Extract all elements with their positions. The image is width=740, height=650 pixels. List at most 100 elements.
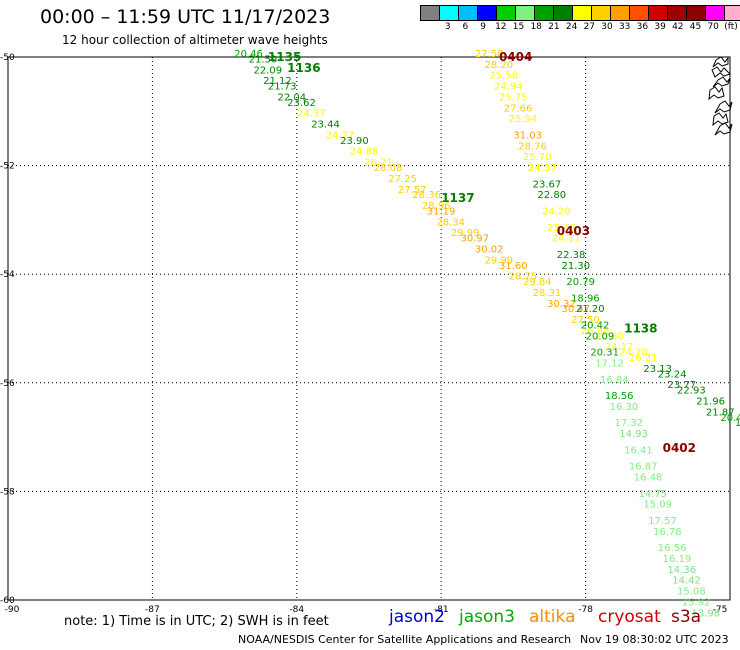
coastline [712,112,729,127]
coastline [712,76,731,88]
page-title: 00:00 – 11:59 UTC 11/17/2023 [40,6,331,28]
wave-height-value: 17.12 [595,359,624,370]
map-frame [7,56,731,601]
pass-id-label: 1135 [268,50,301,64]
wave-height-value: 30.47 [562,304,591,315]
x-tick-label: -84 [289,605,304,615]
wave-height-value: 16.78 [653,527,682,538]
credit-line: NOAA/NESDIS Center for Satellite Applica… [238,633,572,646]
wave-height-value: 22.04 [278,92,307,103]
legend-label: 33 [618,22,631,32]
wave-height-value: 14.42 [672,576,701,587]
x-tick-label: -87 [145,605,160,615]
wave-height-value: 22.80 [537,190,566,201]
generated-timestamp: Nov 19 08:30:02 UTC 2023 [580,633,729,646]
legend-label: 30 [601,22,613,32]
wave-height-value: 21.20 [576,304,605,315]
legend-label: 24 [565,22,578,32]
color-legend [420,5,740,21]
legend-label: 15 [512,22,525,32]
wave-height-value: 24.70 [619,348,648,359]
wave-height-value: 23.24 [658,369,687,380]
wave-height-value: 30.32 [547,299,576,310]
wave-height-value: 20.46 [234,49,263,60]
wave-height-value: 23.77 [667,380,696,391]
satellite-name: jason2 [389,607,445,627]
wave-height-value: 28.36 [412,190,441,201]
wave-height-value: 28.96 [422,201,451,212]
wave-height-value: 24.88 [350,147,379,158]
wave-height-value: 22.09 [253,65,282,76]
wave-height-value: 31.03 [513,130,542,141]
legend-label: 70 [707,22,719,32]
wave-height-value: 16.41 [624,445,653,456]
page-subtitle: 12 hour collection of altimeter wave hei… [62,33,328,47]
wave-height-value: 26.88 [581,326,610,337]
legend-label: 42 [672,22,684,32]
wave-height-value: 23.90 [340,136,369,147]
wave-height-value: 28.20 [485,60,514,71]
y-tick-label: -54 [0,270,15,280]
wave-height-value: 29.99 [451,228,480,239]
coastline [714,100,733,114]
y-tick-label: -56 [0,379,15,389]
wave-height-value: 21.30 [562,261,591,272]
wave-height-value: 23.67 [533,179,562,190]
wave-height-value: 31.19 [427,206,456,217]
wave-height-value: 15.08 [677,587,706,598]
pass-id-label: 0403 [557,224,590,238]
wave-height-value: 20.42 [581,321,610,332]
satellite-name: cryosat [598,607,661,627]
pass-id-label: 1138 [624,322,657,336]
wave-height-value: 16.30 [610,402,639,413]
x-tick-label: -81 [434,605,449,615]
legend-label: 12 [495,22,507,32]
wave-height-value: 26.21 [629,353,658,364]
wave-height-value: 21.12 [263,76,292,87]
wave-height-value: 18.56 [605,391,634,402]
x-tick-label: -78 [578,605,593,615]
legend-label: 9 [480,22,486,32]
wave-height-value: 21.96 [696,397,725,408]
wave-height-value: 16.19 [663,554,692,565]
wave-height-value: 15.92 [682,597,711,608]
wave-height-value: 16.84 [600,375,629,386]
wave-height-value: 27.25 [388,174,417,185]
wave-height-value: 20.79 [566,277,595,288]
wave-height-value: 30.97 [460,234,489,245]
wave-height-value: 14.36 [667,565,696,576]
wave-height-value: 28.75 [509,272,538,283]
wave-height-value: 24.17 [605,342,634,353]
wave-height-value: 24.20 [542,206,571,217]
wave-height-value: 18.50 [735,418,740,429]
wave-height-value: 30.02 [475,244,504,255]
wave-height-value: 17.57 [648,516,677,527]
y-tick-label: -52 [0,162,15,172]
wave-height-value: 26.30 [595,331,624,342]
wave-height-value: 13.98 [691,608,720,619]
legend-label: 27 [583,22,596,32]
wave-height-value: 24.94 [494,82,523,93]
wave-height-value: 24.27 [326,130,355,141]
wave-height-value: 20.09 [586,331,615,342]
satellite-name: s3a [671,607,702,627]
satellite-name: jason3 [459,607,515,627]
wave-height-value: 28.76 [518,141,547,152]
wave-height-value: 16.48 [634,473,663,484]
legend-unit: (ft) [724,22,738,32]
wave-height-value: 28.31 [533,288,562,299]
wave-height-value: 28.08 [374,163,403,174]
coastline [714,122,733,136]
wave-height-value: 22.93 [677,386,706,397]
wave-height-value: 24.11 [552,234,581,245]
wave-height-value: 27.58 [475,49,504,60]
legend-label: 18 [530,22,542,32]
legend-label: 45 [689,22,702,32]
wave-height-value: 23.13 [643,364,672,375]
coastline [708,86,725,101]
wave-height-value: 20.43 [720,413,740,424]
pass-id-label: 0402 [663,441,696,455]
wave-height-value: 31.60 [499,261,528,272]
